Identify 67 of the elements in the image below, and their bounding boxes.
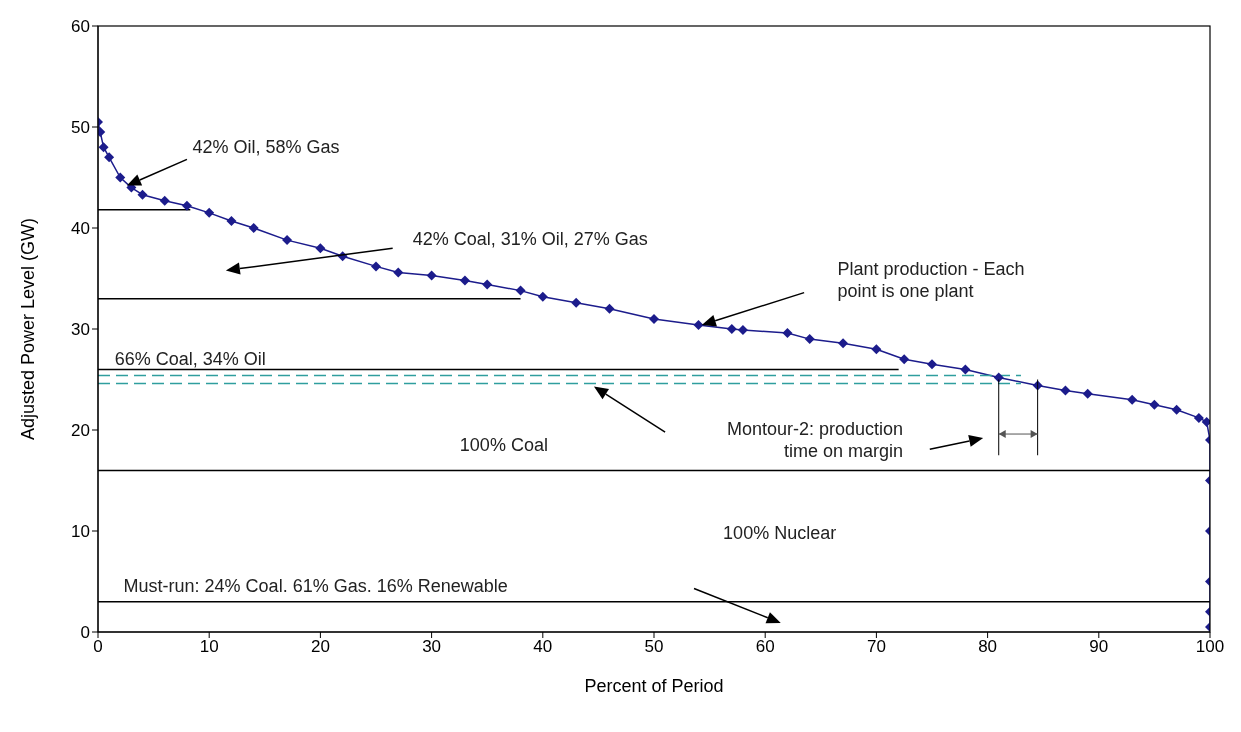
y-tick-label: 30	[71, 320, 90, 340]
y-axis-title: Adjusted Power Level (GW)	[18, 217, 39, 441]
point	[459, 275, 470, 286]
point	[248, 223, 259, 233]
x-tick-label: 20	[310, 637, 330, 657]
point	[571, 297, 582, 308]
point	[426, 270, 437, 281]
point	[604, 303, 615, 314]
point	[726, 324, 737, 334]
x-tick-label: 80	[978, 637, 998, 657]
point	[137, 189, 148, 200]
point	[1193, 412, 1204, 423]
point	[282, 235, 293, 246]
y-tick-label: 20	[71, 421, 90, 441]
point	[515, 285, 526, 296]
x-tick-label: 100	[1195, 637, 1225, 657]
point	[871, 344, 882, 355]
point	[899, 354, 910, 365]
point	[115, 172, 126, 183]
point	[226, 215, 237, 226]
point	[1127, 394, 1138, 405]
point	[693, 319, 704, 330]
x-axis-title: Percent of Period	[584, 676, 724, 696]
y-tick-label: 50	[71, 118, 90, 138]
point	[181, 200, 192, 211]
point	[1201, 416, 1210, 427]
point	[1149, 399, 1160, 410]
point	[371, 261, 381, 272]
point	[927, 359, 937, 370]
point	[804, 334, 815, 345]
point	[204, 207, 215, 218]
point	[315, 243, 326, 254]
y-tick-label: 10	[71, 522, 90, 542]
point	[482, 279, 493, 290]
annotation: 66% Coal, 34% Oil	[114, 349, 266, 370]
y-tick-label: 0	[80, 623, 90, 643]
x-tick-label: 90	[1089, 637, 1109, 657]
point	[737, 325, 748, 336]
point	[104, 152, 115, 163]
point	[537, 291, 548, 302]
annotation: Plant production - Each point is one plant	[837, 259, 1025, 302]
x-tick-label: 60	[755, 637, 775, 657]
point	[1082, 388, 1093, 399]
annotation: 42% Coal, 31% Oil, 27% Gas	[412, 228, 648, 249]
x-tick-label: 70	[866, 637, 886, 657]
point	[782, 328, 793, 339]
point	[98, 142, 109, 153]
x-tick-label: 0	[93, 637, 103, 657]
annotation: 100% Nuclear	[723, 522, 837, 543]
point	[960, 364, 971, 375]
annotation: Montour-2: production time on margin	[726, 418, 904, 461]
annotation: 42% Oil, 58% Gas	[192, 136, 340, 157]
y-tick-label: 40	[71, 219, 90, 239]
x-tick-label: 10	[199, 637, 219, 657]
point	[993, 372, 1004, 383]
point	[1171, 404, 1182, 415]
x-tick-label: 30	[422, 637, 442, 657]
x-tick-label: 50	[644, 637, 664, 657]
point	[393, 267, 404, 278]
annotation: 100% Coal	[459, 434, 548, 455]
x-tick-label: 40	[533, 637, 553, 657]
y-tick-label: 60	[71, 17, 90, 37]
point	[649, 313, 659, 324]
point	[1060, 385, 1071, 396]
point	[159, 195, 170, 206]
point	[838, 338, 849, 349]
annotation: Must-run: 24% Coal. 61% Gas. 16% Renewable	[123, 575, 508, 596]
